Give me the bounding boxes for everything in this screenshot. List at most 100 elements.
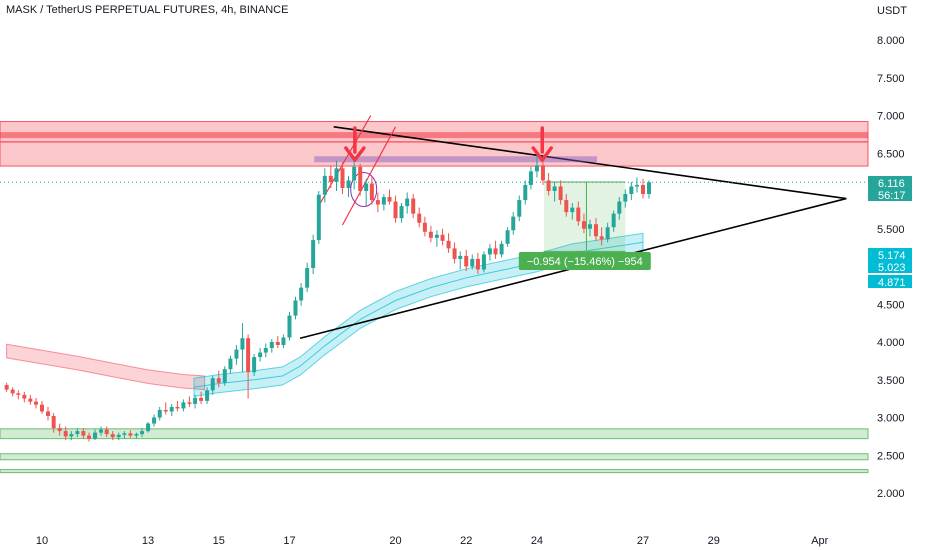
candle[interactable]	[163, 402, 168, 415]
highlight-circle[interactable]	[350, 171, 378, 207]
candle[interactable]	[452, 242, 457, 264]
candle[interactable]	[422, 216, 427, 237]
candle[interactable]	[641, 178, 645, 199]
support-zone[interactable]	[0, 469, 869, 474]
candle[interactable]	[116, 432, 121, 441]
candle[interactable]	[599, 227, 604, 246]
descending-trendline[interactable]	[333, 126, 847, 200]
candle[interactable]	[511, 212, 516, 235]
candle[interactable]	[246, 334, 251, 399]
candle[interactable]	[293, 296, 298, 320]
candle[interactable]	[311, 234, 316, 275]
candle[interactable]	[175, 400, 180, 412]
candle[interactable]	[75, 428, 80, 438]
candle[interactable]	[187, 396, 192, 407]
candle[interactable]	[140, 428, 145, 438]
candle[interactable]	[464, 249, 469, 272]
horizontal-highlight[interactable]	[314, 156, 598, 163]
candle[interactable]	[51, 412, 56, 433]
candle[interactable]	[128, 430, 133, 438]
candle[interactable]	[28, 394, 33, 405]
candle[interactable]	[352, 160, 357, 190]
candle[interactable]	[487, 243, 492, 261]
candle[interactable]	[222, 366, 227, 386]
candle[interactable]	[46, 406, 51, 421]
candle[interactable]	[358, 163, 363, 196]
resistance-zone[interactable]	[0, 141, 869, 167]
candle[interactable]	[375, 192, 380, 213]
candle[interactable]	[570, 203, 575, 220]
candle[interactable]	[152, 414, 157, 427]
candle[interactable]	[146, 422, 151, 433]
candle[interactable]	[623, 189, 628, 208]
candle[interactable]	[216, 370, 221, 388]
candle[interactable]	[499, 240, 504, 258]
candle[interactable]	[411, 194, 416, 219]
candle[interactable]	[523, 180, 528, 205]
candle[interactable]	[228, 355, 233, 374]
candle[interactable]	[558, 180, 563, 205]
candle[interactable]	[240, 323, 245, 373]
candle[interactable]	[40, 400, 44, 414]
candle[interactable]	[316, 191, 321, 244]
candle[interactable]	[417, 207, 422, 228]
candle[interactable]	[340, 162, 345, 195]
candle[interactable]	[517, 195, 522, 222]
candle[interactable]	[252, 354, 257, 376]
candle[interactable]	[470, 254, 475, 270]
candle[interactable]	[93, 429, 98, 441]
candle[interactable]	[10, 387, 15, 397]
candle[interactable]	[617, 197, 622, 220]
candle[interactable]	[564, 194, 569, 217]
support-zone[interactable]	[0, 428, 869, 440]
candle[interactable]	[33, 397, 38, 409]
candle[interactable]	[157, 406, 162, 421]
candle[interactable]	[205, 387, 210, 404]
candle[interactable]	[258, 348, 263, 362]
candle[interactable]	[57, 423, 62, 436]
candle[interactable]	[446, 233, 451, 253]
resistance-zone[interactable]	[0, 121, 869, 143]
candle[interactable]	[593, 218, 598, 241]
candle[interactable]	[81, 428, 86, 439]
candle[interactable]	[647, 180, 652, 199]
candle[interactable]	[263, 343, 268, 358]
candle[interactable]	[405, 192, 410, 214]
candle[interactable]	[546, 172, 551, 196]
candle[interactable]	[611, 210, 616, 232]
candle[interactable]	[629, 181, 634, 201]
candle[interactable]	[269, 338, 274, 353]
candle[interactable]	[4, 382, 9, 392]
candle[interactable]	[210, 375, 215, 395]
time-axis[interactable]: 10 13 15 17 20 22 24 27 29 Apr	[36, 535, 829, 547]
candle[interactable]	[122, 431, 127, 439]
candle[interactable]	[393, 195, 398, 223]
candle[interactable]	[22, 391, 27, 403]
candle[interactable]	[110, 431, 115, 441]
candle[interactable]	[234, 345, 239, 365]
candle[interactable]	[305, 262, 310, 293]
candle[interactable]	[440, 228, 445, 246]
candle[interactable]	[16, 390, 21, 400]
candle[interactable]	[458, 251, 463, 270]
candle[interactable]	[169, 403, 174, 416]
candle[interactable]	[134, 432, 139, 439]
candle[interactable]	[281, 334, 286, 349]
candle[interactable]	[605, 222, 610, 243]
candle[interactable]	[576, 201, 581, 226]
candle[interactable]	[381, 194, 386, 211]
candle[interactable]	[287, 311, 292, 341]
candle[interactable]	[581, 213, 586, 234]
candle[interactable]	[540, 160, 545, 185]
candle[interactable]	[399, 203, 404, 223]
red-lower-line[interactable]	[341, 126, 397, 226]
candle[interactable]	[493, 240, 498, 259]
candle[interactable]	[275, 335, 280, 349]
candle[interactable]	[104, 426, 109, 438]
candle[interactable]	[634, 177, 639, 193]
candle[interactable]	[69, 431, 74, 441]
support-zone[interactable]	[0, 453, 869, 461]
candle[interactable]	[534, 154, 539, 178]
candle[interactable]	[334, 160, 339, 191]
candle[interactable]	[299, 283, 304, 306]
